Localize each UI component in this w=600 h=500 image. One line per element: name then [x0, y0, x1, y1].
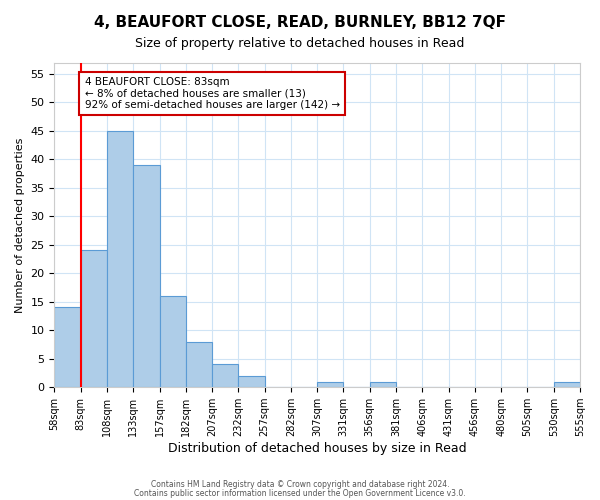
- Bar: [186, 342, 212, 387]
- Bar: [107, 131, 133, 387]
- Bar: [212, 364, 238, 387]
- Bar: [55, 308, 80, 387]
- X-axis label: Distribution of detached houses by size in Read: Distribution of detached houses by size …: [168, 442, 467, 455]
- Text: 4, BEAUFORT CLOSE, READ, BURNLEY, BB12 7QF: 4, BEAUFORT CLOSE, READ, BURNLEY, BB12 7…: [94, 15, 506, 30]
- Text: Contains HM Land Registry data © Crown copyright and database right 2024.: Contains HM Land Registry data © Crown c…: [151, 480, 449, 489]
- Bar: [370, 382, 396, 387]
- Bar: [133, 165, 160, 387]
- Bar: [238, 376, 265, 387]
- Bar: [554, 382, 580, 387]
- Text: Size of property relative to detached houses in Read: Size of property relative to detached ho…: [136, 38, 464, 51]
- Bar: [160, 296, 186, 387]
- Y-axis label: Number of detached properties: Number of detached properties: [15, 137, 25, 312]
- Bar: [317, 382, 343, 387]
- Text: Contains public sector information licensed under the Open Government Licence v3: Contains public sector information licen…: [134, 488, 466, 498]
- Text: 4 BEAUFORT CLOSE: 83sqm
← 8% of detached houses are smaller (13)
92% of semi-det: 4 BEAUFORT CLOSE: 83sqm ← 8% of detached…: [85, 76, 340, 110]
- Bar: [80, 250, 107, 387]
